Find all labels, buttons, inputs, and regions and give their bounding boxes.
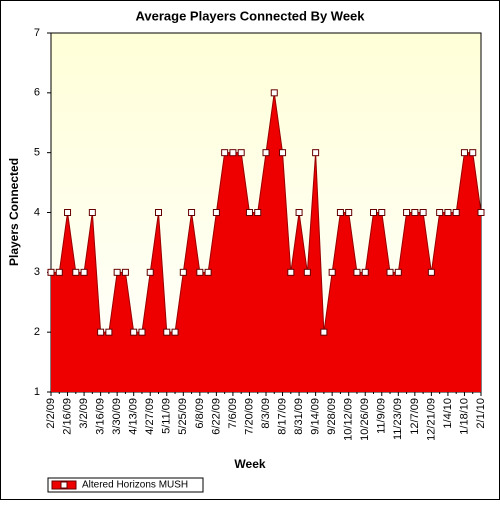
x-tick-label: 6/22/09 [210,398,222,435]
x-tick-label: 9/28/09 [326,398,338,435]
marker [336,209,344,216]
x-tick-label: 1/18/10 [458,398,470,435]
x-tick-label: 8/17/09 [276,398,288,435]
x-tick-label: 4/13/09 [128,398,140,435]
marker [254,209,262,216]
marker [303,268,311,276]
marker [55,268,63,276]
x-tick-label: 2/1/10 [475,398,487,429]
legend-marker [60,481,68,489]
marker [469,149,477,157]
marker [237,149,245,157]
marker [47,268,55,276]
marker [88,209,96,216]
x-tick-label: 8/31/09 [293,398,305,435]
marker [394,268,402,276]
marker [188,209,196,216]
marker [212,209,220,216]
y-tick-label: 5 [34,147,40,159]
marker [287,268,295,276]
marker [196,268,204,276]
y-tick-label: 4 [34,206,40,218]
marker [411,209,419,216]
legend-label: Altered Horizons MUSH [82,480,188,491]
legend [47,477,204,493]
x-tick-label: 12/7/09 [409,398,421,435]
marker [245,209,253,216]
area [51,92,481,392]
y-axis-title: Players Connected [7,158,21,266]
marker [295,209,303,216]
marker [279,149,287,157]
marker [345,209,353,216]
y-tick-label: 7 [34,27,40,39]
marker [262,149,270,157]
marker [353,268,361,276]
x-tick-label: 11/9/09 [376,398,388,434]
marker [121,268,129,276]
x-tick-label: 2/2/09 [45,398,57,429]
chart-title: Average Players Connected By Week [135,8,365,23]
x-tick-label: 8/3/09 [260,398,272,429]
x-tick-label: 12/21/09 [425,398,437,441]
marker [163,328,171,336]
marker [155,209,162,216]
marker [138,328,146,336]
marker [130,328,138,336]
x-tick-label: 3/30/09 [111,398,123,435]
marker [370,209,377,216]
x-tick-label: 7/6/09 [227,398,239,429]
x-tick-label: 6/8/09 [194,398,206,429]
y-tick-label: 6 [34,87,40,99]
x-tick-label: 5/11/09 [161,398,173,434]
marker [312,149,320,157]
marker [436,209,444,216]
x-tick-label: 3/2/09 [78,398,90,429]
y-tick-label: 1 [34,386,40,398]
x-tick-label: 7/20/09 [243,398,255,435]
marker [403,209,411,216]
marker [386,268,394,276]
x-tick-label: 2/16/09 [61,398,73,435]
marker [204,268,212,276]
marker [146,268,154,276]
x-tick-label: 5/25/09 [177,398,189,435]
marker [328,268,336,276]
marker [64,209,72,216]
y-tick-label: 2 [34,326,40,338]
marker [419,209,427,216]
x-tick-label: 4/27/09 [144,398,156,435]
x-tick-label: 1/4/10 [442,398,454,429]
marker [378,209,386,216]
marker [452,209,460,216]
marker [113,268,121,276]
x-tick-label: 10/26/09 [359,398,371,441]
marker [477,209,485,216]
y-tick-label: 3 [34,266,40,278]
marker [105,328,113,336]
marker [179,268,187,276]
x-tick-label: 11/23/09 [392,398,404,440]
x-tick-label: 3/16/09 [95,398,107,435]
marker [171,328,179,336]
marker [97,328,105,336]
marker [460,149,468,157]
x-tick-label: 10/12/09 [343,398,355,441]
marker [427,268,435,276]
marker [270,89,278,97]
marker [221,149,229,157]
marker [320,328,328,336]
marker [72,268,80,276]
marker [229,149,237,157]
marker [444,209,452,216]
x-tick-label: 9/14/09 [310,398,322,435]
marker [80,268,88,276]
marker [361,268,369,276]
x-axis-title: Week [234,457,265,471]
